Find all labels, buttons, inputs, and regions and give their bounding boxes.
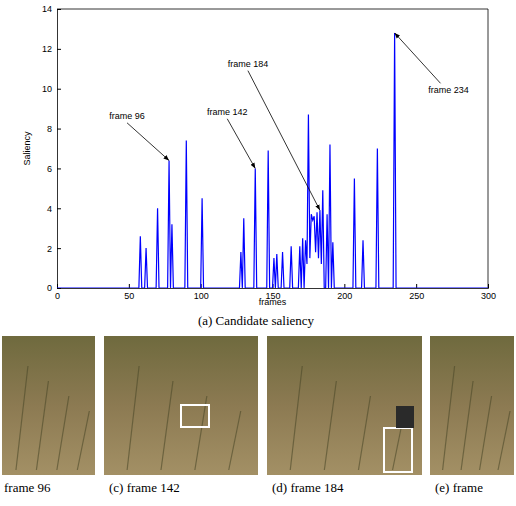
tick-mark [57,89,61,90]
tick-label: 200 [337,291,352,301]
person [396,406,414,428]
tick-label: 0 [55,291,60,301]
tick-label: 50 [124,291,134,301]
tick-mark [57,49,61,50]
photo-texture [498,411,510,470]
annotation: frame 96 [109,111,145,121]
tick: 2 [47,244,61,254]
tick-label: 4 [47,204,52,214]
tick-label: 14 [42,4,52,14]
tick: 50 [124,284,134,301]
tick-label: 0 [47,283,52,293]
caption: (a) Candidate saliency [198,313,315,328]
x-axis-title: frames [259,297,287,307]
annotation-arrow [395,33,441,83]
annotation: frame 142 [207,107,248,117]
tick: 0 [47,283,61,293]
tick-label: 12 [42,44,52,54]
photo-texture [77,411,89,470]
photo-caption: frame 96 [4,480,51,495]
figure: 05010015020025030002468101214framesSalie… [0,0,516,506]
tick-mark [57,208,61,209]
tick: 4 [47,204,61,214]
photo-caption: (e) frame [435,480,483,495]
tick: 6 [47,164,61,174]
detection-box [384,428,412,472]
tick-mark [57,168,61,169]
tick: 8 [47,124,61,134]
tick-mark [57,288,61,289]
photo-texture [161,381,173,470]
tick: 10 [42,84,61,94]
tick: 12 [42,44,61,54]
photo [267,336,422,475]
tick: 200 [337,284,352,301]
photo-texture [443,366,455,470]
photo [104,336,258,475]
photo-texture [195,396,207,470]
tick-label: 250 [409,291,424,301]
photo [2,336,95,475]
tick-label: 8 [47,124,52,134]
annotation-arrow [227,119,255,169]
photo [430,336,514,475]
photo-caption: (c) frame 142 [109,480,180,495]
photo-caption: (d) frame 184 [272,480,344,495]
tick-mark [57,129,61,130]
tick-mark [57,9,61,10]
photo-texture [480,396,492,470]
tick-label: 100 [194,291,209,301]
annotation-arrow [127,123,169,161]
tick: 250 [409,284,424,301]
photo-texture [461,381,473,470]
plot-area [57,33,488,288]
tick-label: 2 [47,244,52,254]
photo-texture [358,396,370,470]
y-axis: 0 2 4 6 8 10 12 14 [42,4,61,293]
tick-mark [57,248,61,249]
axis-line [58,10,62,289]
photo-texture [290,366,302,470]
y-axis-title: Saliency [22,131,32,166]
plot-frame [57,9,488,288]
annotation: frame 234 [428,85,469,95]
tick-label: 300 [481,291,496,301]
photo-texture [229,411,241,470]
tick-mark [488,284,489,288]
photo-texture [36,381,48,470]
tick: 14 [42,4,61,14]
annotation-arrow [248,71,320,211]
photo-texture [324,381,336,470]
tick-label: 10 [42,84,52,94]
saliency-line [57,33,488,288]
annotation: frame 184 [228,59,269,69]
photo-texture [127,366,139,470]
photo-texture [16,366,28,470]
tick: 300 [481,284,496,301]
photo-texture [57,396,69,470]
detection-box [181,405,209,427]
tick-label: 6 [47,164,52,174]
